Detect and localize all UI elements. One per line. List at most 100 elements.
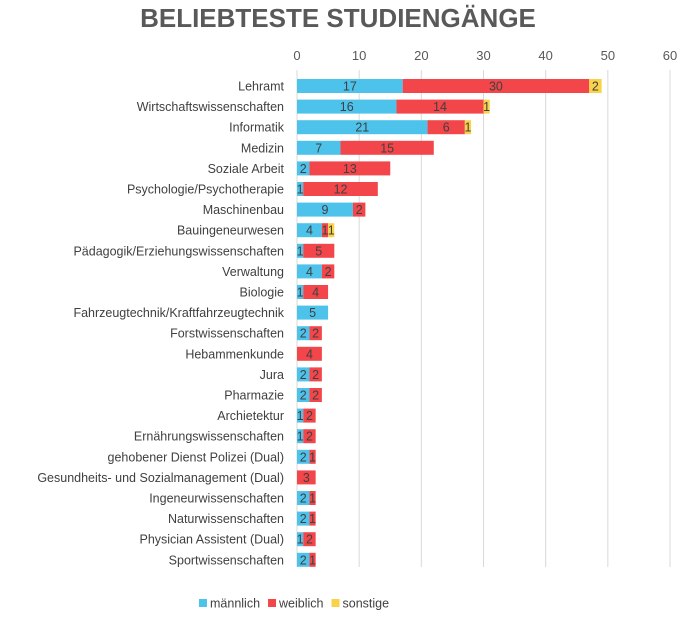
data-label: 2 bbox=[356, 203, 363, 217]
data-label: 2 bbox=[300, 492, 307, 506]
bar-segment bbox=[297, 408, 304, 423]
bar-segment bbox=[309, 491, 316, 505]
data-label: 15 bbox=[380, 141, 394, 155]
bar-segment bbox=[464, 120, 472, 135]
legend-label: männlich bbox=[210, 597, 260, 611]
data-label: 2 bbox=[325, 265, 332, 279]
bar-segment bbox=[297, 429, 304, 444]
data-label: 2 bbox=[312, 389, 319, 403]
bar-segment bbox=[340, 140, 434, 155]
bars bbox=[297, 79, 602, 567]
bar-segment bbox=[297, 182, 304, 196]
bar-segment bbox=[483, 99, 490, 114]
bar-segment bbox=[303, 408, 316, 423]
legend-swatch bbox=[199, 599, 207, 607]
bar-segment bbox=[297, 79, 403, 93]
data-label: 4 bbox=[306, 265, 313, 279]
bar-segment bbox=[297, 367, 310, 382]
category-labels: Lehramt Wirtschaftswissenschaften Informat… bbox=[37, 80, 284, 568]
category-label: Physician Assistent (Dual) bbox=[139, 533, 284, 547]
data-label: 1 bbox=[297, 409, 304, 423]
bar-segment bbox=[309, 326, 322, 341]
bar-segment bbox=[303, 429, 316, 444]
data-label: 13 bbox=[343, 162, 357, 176]
category-label: Soziale Arbeit bbox=[208, 162, 285, 176]
category-label: gehobener Dienst Polizei (Dual) bbox=[108, 450, 284, 464]
bar-segment bbox=[297, 326, 310, 341]
bar-segment bbox=[297, 388, 310, 402]
x-tick-label: 50 bbox=[601, 48, 615, 63]
category-label: Medizin bbox=[241, 141, 284, 155]
category-label: Fahrzeugtechnik/Kraftfahrzeugtechnik bbox=[73, 306, 284, 320]
legend-label: sonstige bbox=[343, 597, 390, 611]
data-label: 30 bbox=[489, 80, 503, 94]
category-label: Forstwissenschaften bbox=[170, 327, 284, 341]
chart-title: BELIEBTESTE STUDIENGÄNGE bbox=[140, 3, 536, 33]
category-label: Hebammenkunde bbox=[185, 347, 284, 361]
bar-segment bbox=[297, 161, 310, 176]
data-label: 17 bbox=[343, 80, 357, 94]
data-label: 16 bbox=[340, 100, 354, 114]
legend-label: weiblich bbox=[278, 597, 324, 611]
bar-segment bbox=[402, 79, 590, 93]
category-label: Ingeneurwissenschaften bbox=[149, 492, 284, 506]
data-label: 1 bbox=[297, 286, 304, 300]
bar-segment bbox=[297, 470, 316, 485]
bar-segment bbox=[303, 182, 378, 196]
x-tick-label: 20 bbox=[414, 48, 428, 63]
category-label: Pharmazie bbox=[224, 389, 284, 403]
x-tick-label: 30 bbox=[476, 48, 490, 63]
category-label: Sportwissenschaften bbox=[169, 553, 284, 567]
data-label: 2 bbox=[300, 553, 307, 567]
legend-swatch bbox=[268, 599, 277, 607]
bar-segment bbox=[297, 202, 353, 217]
legend-swatch bbox=[331, 599, 340, 607]
bar-segment bbox=[297, 449, 310, 464]
data-label: 9 bbox=[321, 203, 328, 217]
data-label: 1 bbox=[464, 121, 471, 135]
data-label: 1 bbox=[309, 553, 316, 567]
data-label: 2 bbox=[306, 430, 313, 444]
bar-segment bbox=[303, 285, 329, 299]
category-label: Naturwissenschaften bbox=[168, 512, 284, 526]
category-label: Wirtschaftswissenschaften bbox=[137, 100, 284, 114]
category-label: Gesundheits- und Sozialmanagement (Dual) bbox=[37, 471, 284, 485]
bar-segment bbox=[396, 99, 484, 114]
bar-segment bbox=[309, 449, 316, 464]
bar-segment bbox=[328, 223, 335, 238]
bar-segment bbox=[297, 511, 310, 526]
bar-segment bbox=[297, 346, 322, 361]
data-label: 1 bbox=[321, 224, 328, 238]
bar-segment bbox=[297, 140, 341, 155]
data-label: 4 bbox=[306, 347, 313, 361]
data-labels: 17 30 216 14 121 6 17 152 131 129 24 1 11 54 21 452 242 2… bbox=[297, 80, 599, 568]
data-label: 4 bbox=[306, 224, 313, 238]
bar-segment bbox=[303, 243, 335, 258]
bar-segment bbox=[297, 532, 304, 547]
data-label: 4 bbox=[312, 286, 319, 300]
category-label: Maschinenbau bbox=[203, 203, 284, 217]
category-label: Lehramt bbox=[238, 80, 284, 94]
bar-segment bbox=[297, 491, 310, 505]
bar-segment bbox=[321, 264, 335, 279]
bar-segment bbox=[297, 99, 397, 114]
category-label: Informatik bbox=[229, 121, 285, 135]
data-label: 1 bbox=[297, 430, 304, 444]
category-label: Bauingeneurwesen bbox=[177, 224, 284, 238]
category-label: Verwaltung bbox=[222, 265, 284, 279]
data-label: 2 bbox=[300, 368, 307, 382]
category-label: Pädagogik/Erziehungswissenschaften bbox=[73, 244, 284, 258]
bar-segment bbox=[427, 120, 465, 135]
category-label: Archietektur bbox=[217, 409, 284, 423]
data-label: 2 bbox=[300, 327, 307, 341]
x-tick-label: 0 bbox=[293, 48, 300, 63]
bar-segment bbox=[309, 511, 316, 526]
data-label: 2 bbox=[300, 162, 307, 176]
bar-segment bbox=[297, 305, 329, 320]
data-label: 1 bbox=[483, 100, 490, 114]
data-label: 6 bbox=[443, 121, 450, 135]
data-label: 1 bbox=[309, 492, 316, 506]
bar-segment bbox=[297, 243, 304, 258]
data-label: 12 bbox=[334, 183, 348, 197]
